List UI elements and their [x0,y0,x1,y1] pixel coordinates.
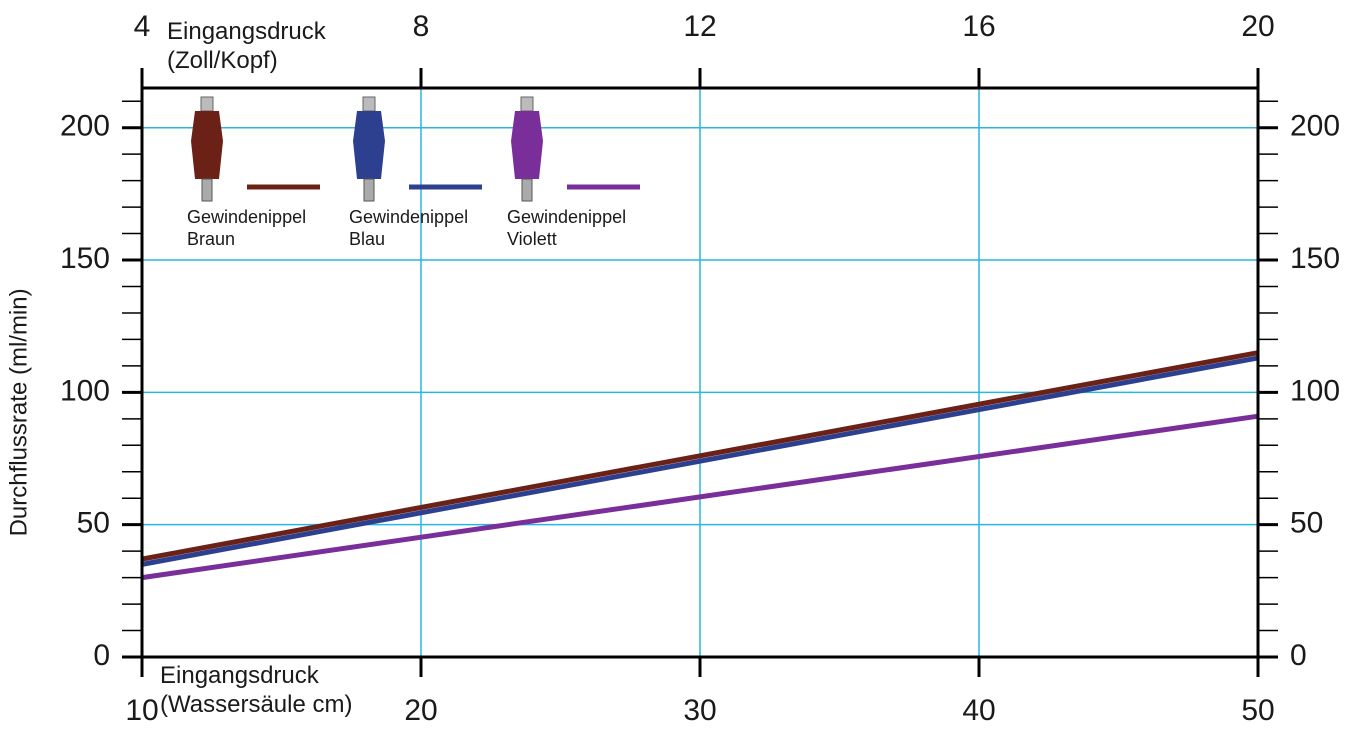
series-line [141,350,1259,562]
x-tick-label: 30 [683,694,716,727]
series-line [141,413,1259,581]
x2-tick-label: 16 [962,10,995,43]
x2-tick-label: 12 [683,10,716,43]
x2-tick-label: 8 [413,10,430,43]
y-tick-label: 0 [93,639,110,672]
y2-tick-label: 50 [1290,507,1323,540]
nipple-stem [363,178,375,202]
legend-label: Gewindenippel Braun [187,207,307,249]
x2-tick-label: 4 [134,10,151,43]
x-tick-label: 40 [962,694,995,727]
y2-tick-label: 200 [1290,110,1340,143]
nipple-pin [520,96,534,112]
legend-label: Gewindenippel Blau [349,207,469,249]
nipple-stem [201,178,213,202]
legend-label: Gewindenippel Violett [507,207,627,249]
y-axis-title: Durchflussrate (ml/min) [5,288,33,537]
top-axis-title: Eingangsdruck (Zoll/Kopf) [167,18,326,74]
bottom-axis-title: Eingangsdruck (Wassersäule cm) [160,662,353,718]
nipple-pin [200,96,214,112]
x-tick-label: 20 [404,694,437,727]
series-line [141,355,1259,567]
y-tick-label: 50 [77,507,110,540]
nipple-body [353,111,385,179]
x-tick-label: 10 [125,694,158,727]
x2-tick-label: 20 [1241,10,1274,43]
x-tick-label: 50 [1241,694,1274,727]
nipple-body [511,111,543,179]
nipple-stem [521,178,533,202]
y2-tick-label: 100 [1290,374,1340,407]
legend-icon [353,96,482,202]
y-tick-label: 200 [60,110,110,143]
nipple-body [191,111,223,179]
nipple-pin [362,96,376,112]
y-tick-label: 150 [60,242,110,275]
y2-tick-label: 0 [1290,639,1307,672]
y2-tick-label: 150 [1290,242,1340,275]
legend-icon [191,96,320,202]
legend-icon [511,96,640,202]
y-tick-label: 100 [60,374,110,407]
plot-frame [140,86,1260,659]
